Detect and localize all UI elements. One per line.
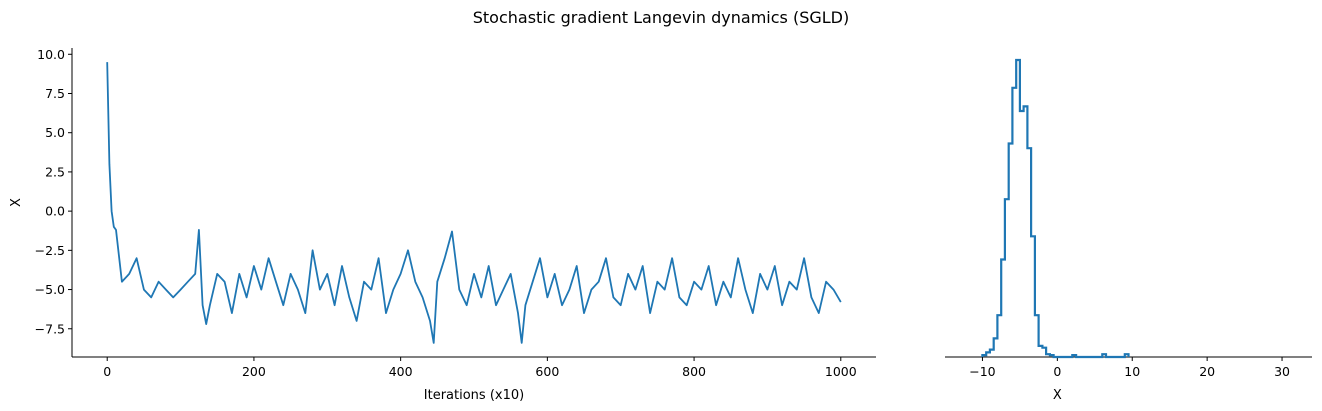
x-tick-label: −10 bbox=[969, 364, 995, 379]
x-tick-label: 20 bbox=[1199, 364, 1215, 379]
x-tick-label: 0 bbox=[103, 364, 111, 379]
y-tick-label: −7.5 bbox=[35, 321, 65, 336]
x-axis-label: Iterations (x10) bbox=[424, 388, 524, 403]
x-axis-label: X bbox=[1053, 388, 1062, 403]
x-tick-label: 30 bbox=[1274, 364, 1290, 379]
trace-plot: 0 200 400 600 800 1000 −7.5 −5.0 −2.5 0.0 2.5 5.0 7.… bbox=[9, 47, 876, 403]
y-axis-label: X bbox=[9, 198, 24, 207]
figure-title: Stochastic gradient Langevin dynamics (S… bbox=[472, 8, 850, 27]
y-tick-label: 7.5 bbox=[45, 86, 65, 101]
y-tick-label: 5.0 bbox=[45, 125, 65, 140]
histogram-step bbox=[981, 58, 1130, 359]
x-tick-label: 400 bbox=[389, 364, 413, 379]
x-tick-label: 600 bbox=[535, 364, 559, 379]
x-tick-label: 0 bbox=[1053, 364, 1061, 379]
x-tick-label: 10 bbox=[1124, 364, 1140, 379]
y-tick-label: 2.5 bbox=[45, 164, 65, 179]
x-tick-label: 800 bbox=[682, 364, 706, 379]
y-tick-label: 10.0 bbox=[37, 47, 65, 62]
y-tick-label: −2.5 bbox=[35, 243, 65, 258]
x-tick-label: 200 bbox=[242, 364, 266, 379]
series-line bbox=[106, 62, 842, 344]
y-tick-label: −5.0 bbox=[35, 282, 65, 297]
histogram-plot: −10 0 10 20 30 X bbox=[945, 58, 1312, 403]
x-tick-label: 1000 bbox=[825, 364, 857, 379]
y-tick-label: 0.0 bbox=[45, 204, 65, 219]
